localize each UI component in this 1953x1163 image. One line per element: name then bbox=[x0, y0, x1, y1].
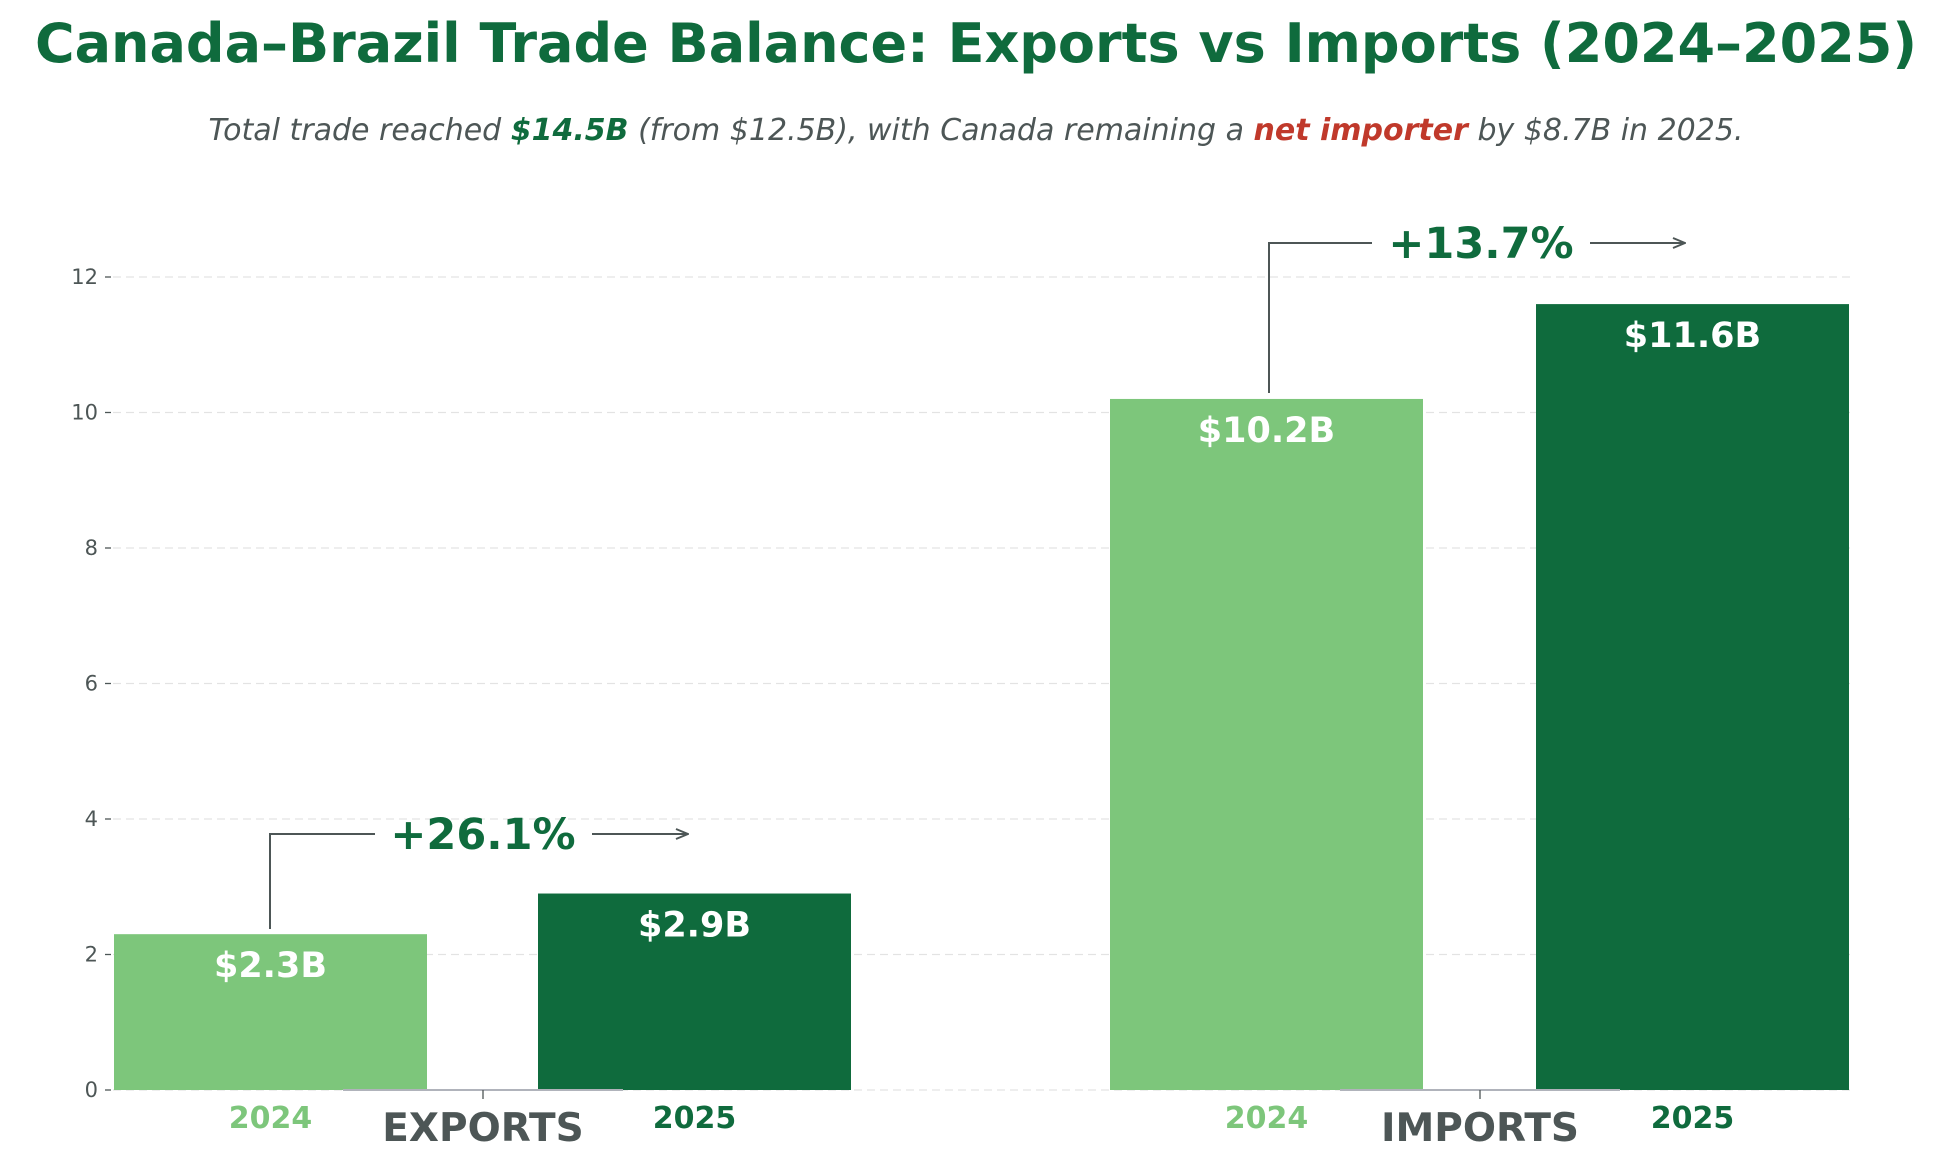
subtitle-part: Total trade reached bbox=[209, 113, 511, 148]
y-tick-label: 8 bbox=[85, 536, 98, 560]
subtitle-part: net importer bbox=[1254, 113, 1471, 148]
subtitle-part: (from $12.5B), with Canada remaining a bbox=[629, 113, 1254, 148]
bar-value-label: $10.2B bbox=[1198, 411, 1335, 451]
y-tick-label: 6 bbox=[85, 672, 98, 696]
y-axis: 0 2 4 6 8 10 12 bbox=[71, 265, 111, 1102]
bars: $2.3B $2.9B $10.2B $11.6B bbox=[114, 304, 1849, 1091]
x-axis: 2024 2025 EXPORTS 2024 2025 IMPORTS bbox=[229, 1089, 1735, 1151]
bar-exports-2025 bbox=[538, 893, 851, 1090]
annotations: +26.1% +13.7% bbox=[269, 219, 1685, 929]
year-label: 2025 bbox=[1651, 1101, 1735, 1136]
bar-value-label: $11.6B bbox=[1624, 316, 1761, 356]
y-tick-label: 4 bbox=[85, 807, 98, 831]
category-label-imports: IMPORTS bbox=[1381, 1106, 1579, 1151]
y-tick-label: 12 bbox=[71, 265, 98, 289]
chart-title: Canada–Brazil Trade Balance: Exports vs … bbox=[35, 12, 1917, 75]
y-tick-label: 0 bbox=[85, 1078, 98, 1102]
y-tick-label: 2 bbox=[85, 943, 98, 967]
subtitle-part: by $8.7B in 2025. bbox=[1468, 113, 1744, 148]
bar-value-label: $2.3B bbox=[214, 946, 327, 986]
annotation-bracket bbox=[1268, 242, 1372, 393]
year-label: 2025 bbox=[653, 1101, 737, 1136]
chart-subtitle: Total trade reached $14.5B (from $12.5B)… bbox=[209, 113, 1744, 148]
bar-imports-2025 bbox=[1536, 304, 1849, 1091]
annotation-bracket bbox=[269, 833, 375, 929]
bar-value-label: $2.9B bbox=[638, 906, 751, 946]
year-label: 2024 bbox=[229, 1101, 313, 1136]
growth-annotation: +26.1% bbox=[390, 810, 575, 860]
bar-imports-2024 bbox=[1110, 398, 1423, 1090]
growth-annotation: +13.7% bbox=[1388, 219, 1573, 269]
bar-exports-2024 bbox=[114, 934, 427, 1090]
y-tick-label: 10 bbox=[71, 401, 98, 425]
category-label-exports: EXPORTS bbox=[382, 1106, 583, 1151]
subtitle-part: $14.5B bbox=[511, 113, 629, 148]
year-label: 2024 bbox=[1225, 1101, 1309, 1136]
